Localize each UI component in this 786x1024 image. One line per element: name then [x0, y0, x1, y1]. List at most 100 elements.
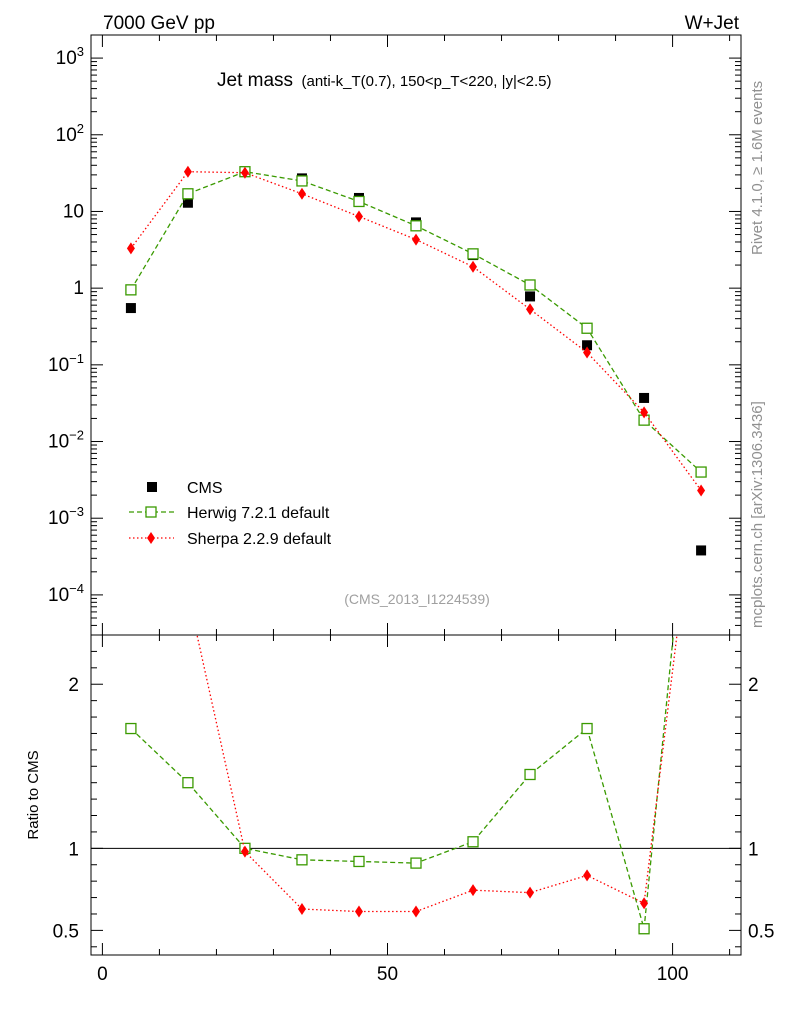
ratio-line-herwig: [130, 635, 674, 929]
chart-title-main: Jet mass: [217, 70, 293, 91]
ratio-point-sherpa: [526, 886, 535, 899]
data-point-cms: [639, 392, 650, 403]
data-point-sherpa: [354, 210, 363, 223]
data-point-cms: [125, 303, 136, 314]
y-tick-label: 102: [56, 121, 84, 146]
y-tick-base: 10: [48, 432, 69, 453]
ratio-y-tick-label: 2: [68, 675, 79, 696]
rivet-version-label: Rivet 4.1.0, ≥ 1.6M events: [749, 81, 766, 255]
header-process-label: W+Jet: [685, 13, 740, 34]
ratio-point-herwig: [353, 855, 365, 868]
ratio-point-herwig: [125, 722, 137, 735]
ratio-point-herwig: [182, 777, 194, 789]
data-point-sherpa: [412, 233, 420, 246]
data-point-herwig: [410, 220, 422, 232]
y-tick-base: 10: [56, 125, 77, 146]
ratio-line-sherpa: [196, 635, 678, 913]
main-panel-series: [125, 165, 707, 556]
data-point-sherpa: [297, 187, 306, 200]
header-energy-label: 7000 GeV pp: [103, 13, 215, 34]
data-point-herwig: [524, 279, 536, 291]
data-point-herwig: [182, 188, 194, 200]
y-tick-base: 10: [48, 508, 69, 529]
data-point-cms: [182, 197, 193, 208]
ratio-point-sherpa: [354, 905, 363, 918]
y-tick-exponent: −4: [69, 581, 84, 596]
ratio-point-herwig: [467, 836, 479, 848]
data-point-sherpa: [640, 406, 649, 419]
ratio-point-sherpa: [583, 869, 592, 882]
data-point-sherpa: [183, 165, 192, 178]
ratio-point-herwig: [524, 768, 536, 781]
data-point-sherpa: [126, 242, 135, 255]
y-tick-label: 10−2: [48, 428, 84, 453]
ratio-point-herwig: [638, 923, 650, 935]
ratio-point-sherpa: [469, 884, 478, 897]
x-tick-label: 0: [97, 964, 108, 985]
y-tick-base: 10: [63, 201, 84, 222]
data-point-herwig: [296, 175, 308, 187]
ratio-y-tick-label-right: 2: [748, 675, 759, 696]
analysis-id-label: (CMS_2013_I1224539): [344, 591, 490, 607]
source-label: mcplots.cern.ch [arXiv:1306.3436]: [749, 401, 766, 628]
ratio-point-sherpa: [412, 905, 420, 918]
x-tick-label: 100: [657, 964, 689, 985]
data-point-cms: [696, 545, 707, 556]
data-point-sherpa: [526, 303, 535, 316]
ratio-y-tick-label-right: 0.5: [748, 921, 774, 942]
ratio-point-herwig: [410, 857, 422, 869]
legend-marker-cms: [147, 482, 157, 492]
data-point-herwig: [467, 248, 479, 260]
series-line-herwig: [130, 171, 702, 473]
y-tick-label: 10−3: [48, 504, 84, 529]
data-point-sherpa: [240, 166, 249, 179]
y-tick-exponent: −2: [69, 428, 84, 443]
data-point-herwig: [695, 466, 707, 478]
ratio-point-herwig: [696, 351, 706, 361]
y-tick-base: 10: [48, 585, 69, 606]
data-point-cms: [582, 340, 593, 351]
y-tick-base: 1: [73, 278, 84, 299]
ratio-point-sherpa: [184, 588, 192, 600]
chart-title: Jet mass (anti-k_T(0.7), 150<p_T<220, |y…: [217, 70, 552, 91]
data-point-herwig: [353, 195, 365, 208]
ratio-y-tick-label-right: 1: [748, 839, 759, 860]
legend-marker-herwig: [145, 506, 157, 518]
legend-label-sherpa: Sherpa 2.2.9 default: [187, 531, 332, 548]
y-tick-exponent: 3: [77, 44, 84, 59]
ratio-panel-series: [91, 351, 741, 935]
data-point-herwig: [125, 284, 137, 296]
ratio-y-tick-label: 0.5: [53, 921, 79, 942]
chart-title-detail: (anti-k_T(0.7), 150<p_T<220, |y|<2.5): [301, 73, 551, 90]
x-tick-label: 50: [377, 964, 398, 985]
ratio-point-sherpa: [640, 897, 649, 910]
ratio-point-herwig: [581, 722, 593, 735]
data-point-herwig: [581, 322, 593, 334]
y-tick-exponent: 2: [77, 121, 84, 136]
y-tick-base: 10: [56, 48, 77, 69]
y-tick-exponent: −3: [69, 504, 84, 519]
legend: CMS Herwig 7.2.1 default Sherpa 2.2.9 de…: [129, 480, 332, 548]
y-tick-label: 10: [63, 201, 84, 222]
y-tick-label: 1: [73, 278, 84, 299]
data-point-sherpa: [583, 346, 592, 359]
y-tick-label: 10−1: [48, 351, 84, 376]
ratio-point-sherpa: [240, 845, 249, 858]
legend-marker-sherpa: [147, 532, 155, 544]
legend-label-herwig: Herwig 7.2.1 default: [187, 505, 330, 522]
data-point-sherpa: [697, 484, 706, 497]
ratio-panel-frame: [90, 634, 742, 956]
y-tick-base: 10: [48, 355, 69, 376]
ratio-axis-label: Ratio to CMS: [25, 750, 42, 839]
ratio-point-sherpa: [297, 903, 306, 916]
ratio-point-sherpa: [697, 432, 705, 444]
y-tick-label: 10−4: [48, 581, 84, 606]
ratio-point-herwig: [296, 854, 308, 866]
data-point-sherpa: [469, 260, 478, 273]
legend-label-cms: CMS: [187, 480, 223, 497]
data-point-cms: [525, 291, 536, 302]
y-tick-label: 103: [56, 44, 84, 69]
y-tick-exponent: −1: [69, 351, 84, 366]
